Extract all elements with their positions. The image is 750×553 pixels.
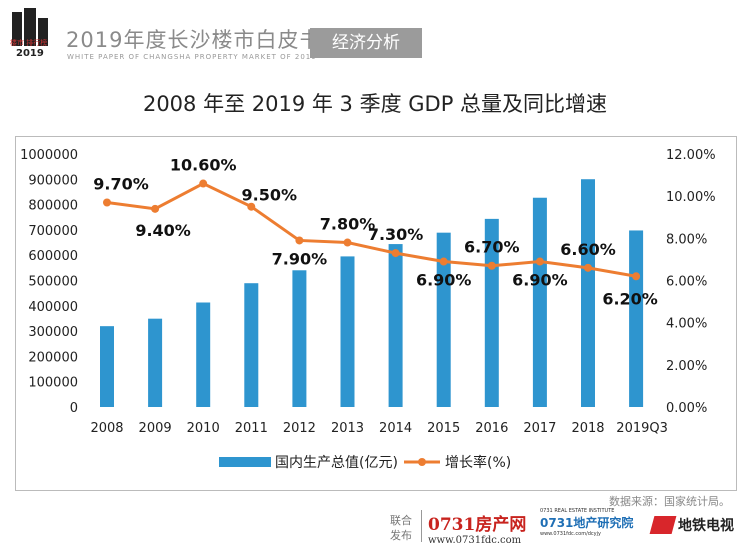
gdp-chart: 0 100000 200000 300000 400000 500000 600000 700… xyxy=(20,148,716,471)
x-tick: 2017 xyxy=(523,421,556,436)
growth-data-label: 10.60% xyxy=(170,156,237,175)
logo-text: 楼市 排行榜 xyxy=(10,39,48,47)
growth-point xyxy=(151,204,160,213)
legend-line-label: 增长率(%) xyxy=(445,454,511,471)
brand-url: www.0731fdc.com xyxy=(428,535,522,546)
growth-data-label: 6.60% xyxy=(560,240,616,259)
growth-point xyxy=(247,202,256,211)
growth-point xyxy=(535,257,544,266)
y-left-tick: 500000 xyxy=(28,275,78,290)
growth-point xyxy=(584,263,592,272)
growth-data-label: 9.70% xyxy=(93,174,149,193)
y-left-tick: 200000 xyxy=(28,350,78,365)
logo-year: 2019 xyxy=(16,48,44,59)
growth-data-label: 7.80% xyxy=(320,215,376,234)
y-right-tick: 12.00% xyxy=(666,148,716,163)
x-tick: 2016 xyxy=(475,421,508,436)
x-tick: 2010 xyxy=(187,421,220,436)
y-right-tick: 6.00% xyxy=(666,275,707,290)
growth-point xyxy=(295,236,304,245)
y-right-tick: 10.00% xyxy=(666,190,716,205)
x-tick: 2009 xyxy=(139,421,172,436)
publication-subtitle: WHITE PAPER OF CHANGSHA PROPERTY MARKET … xyxy=(67,53,317,61)
growth-point xyxy=(199,179,208,188)
y-left-tick: 300000 xyxy=(28,325,78,340)
chart-frame xyxy=(15,136,737,491)
metro-tv-logo-icon xyxy=(649,516,677,534)
x-tick: 2014 xyxy=(379,421,412,436)
section-tag: 经济分析 xyxy=(310,28,422,58)
chart-title: 2008 年至 2019 年 3 季度 GDP 总量及同比增速 xyxy=(142,92,608,116)
brand-name: 0731地产研究院 xyxy=(540,516,634,530)
brand-en: 0731 REAL ESTATE INSTITUTE xyxy=(540,508,615,514)
gdp-bar xyxy=(196,302,211,407)
y-left-tick: 600000 xyxy=(28,249,78,264)
growth-point xyxy=(343,238,352,247)
data-source: 数据来源：国家统计局。 xyxy=(609,495,730,508)
x-tick: 2019Q3 xyxy=(616,421,668,436)
growth-point xyxy=(391,249,400,258)
x-tick: 2015 xyxy=(427,421,460,436)
white-paper-logo: 楼市 排行榜 2019 xyxy=(8,8,58,60)
growth-point xyxy=(632,272,641,281)
y-left-tick: 100000 xyxy=(28,376,78,391)
x-tick: 2018 xyxy=(571,421,604,436)
publication-title: 2019年度长沙楼市白皮书 xyxy=(66,28,322,52)
growth-data-label: 9.50% xyxy=(242,186,298,205)
gdp-bar xyxy=(581,179,595,407)
gdp-bar xyxy=(436,232,451,407)
gdp-bar xyxy=(340,256,355,407)
x-tick: 2008 xyxy=(90,421,123,436)
brand-url: www.0731fdc.com/dcyjy xyxy=(540,531,601,537)
gdp-bar xyxy=(244,283,259,407)
x-tick: 2013 xyxy=(331,421,364,436)
y-right-tick: 0.00% xyxy=(666,401,707,416)
growth-data-label: 6.90% xyxy=(512,271,568,290)
gdp-bar xyxy=(148,318,163,407)
y-right-tick: 2.00% xyxy=(666,359,707,374)
growth-point xyxy=(103,198,111,207)
y-right-tick: 4.00% xyxy=(666,317,707,332)
growth-data-label: 9.40% xyxy=(135,221,191,240)
gdp-bar xyxy=(100,326,114,407)
growth-point xyxy=(439,257,448,266)
growth-data-label: 6.20% xyxy=(602,289,658,308)
legend-bar-swatch xyxy=(219,457,271,467)
brand-name: 0731房产网 xyxy=(428,515,527,535)
legend-line-marker xyxy=(418,458,426,466)
y-left-tick: 900000 xyxy=(28,173,78,188)
x-tick: 2012 xyxy=(283,421,316,436)
brand-name: 地铁电视 xyxy=(678,518,734,534)
growth-data-label: 6.70% xyxy=(464,238,520,257)
growth-line xyxy=(106,181,637,278)
y-left-tick: 1000000 xyxy=(20,148,78,163)
divider xyxy=(421,510,422,542)
y-left-tick: 400000 xyxy=(28,300,78,315)
brand-institute: 0731 REAL ESTATE INSTITUTE 0731地产研究院 www… xyxy=(540,508,633,537)
gdp-bar xyxy=(629,230,644,407)
gdp-bar xyxy=(532,197,547,407)
gdp-bar xyxy=(388,244,403,407)
growth-point xyxy=(487,261,496,270)
gdp-bar xyxy=(292,270,307,407)
growth-data-label: 7.30% xyxy=(368,225,424,244)
growth-data-label: 6.90% xyxy=(416,271,472,290)
legend-bar-label: 国内生产总值(亿元) xyxy=(275,455,398,471)
y-left-tick: 0 xyxy=(70,401,78,416)
brand-metro-tv: 地铁电视 xyxy=(649,515,734,535)
y-left-tick: 700000 xyxy=(28,224,78,239)
brand-0731fdc: 0731房产网 www.0731fdc.com xyxy=(428,510,526,546)
growth-data-label: 7.90% xyxy=(272,249,328,268)
y-right-tick: 8.00% xyxy=(666,232,707,247)
x-tick: 2011 xyxy=(235,421,268,436)
y-left-tick: 800000 xyxy=(28,199,78,214)
joint-release-label: 联合发布 xyxy=(390,514,412,542)
